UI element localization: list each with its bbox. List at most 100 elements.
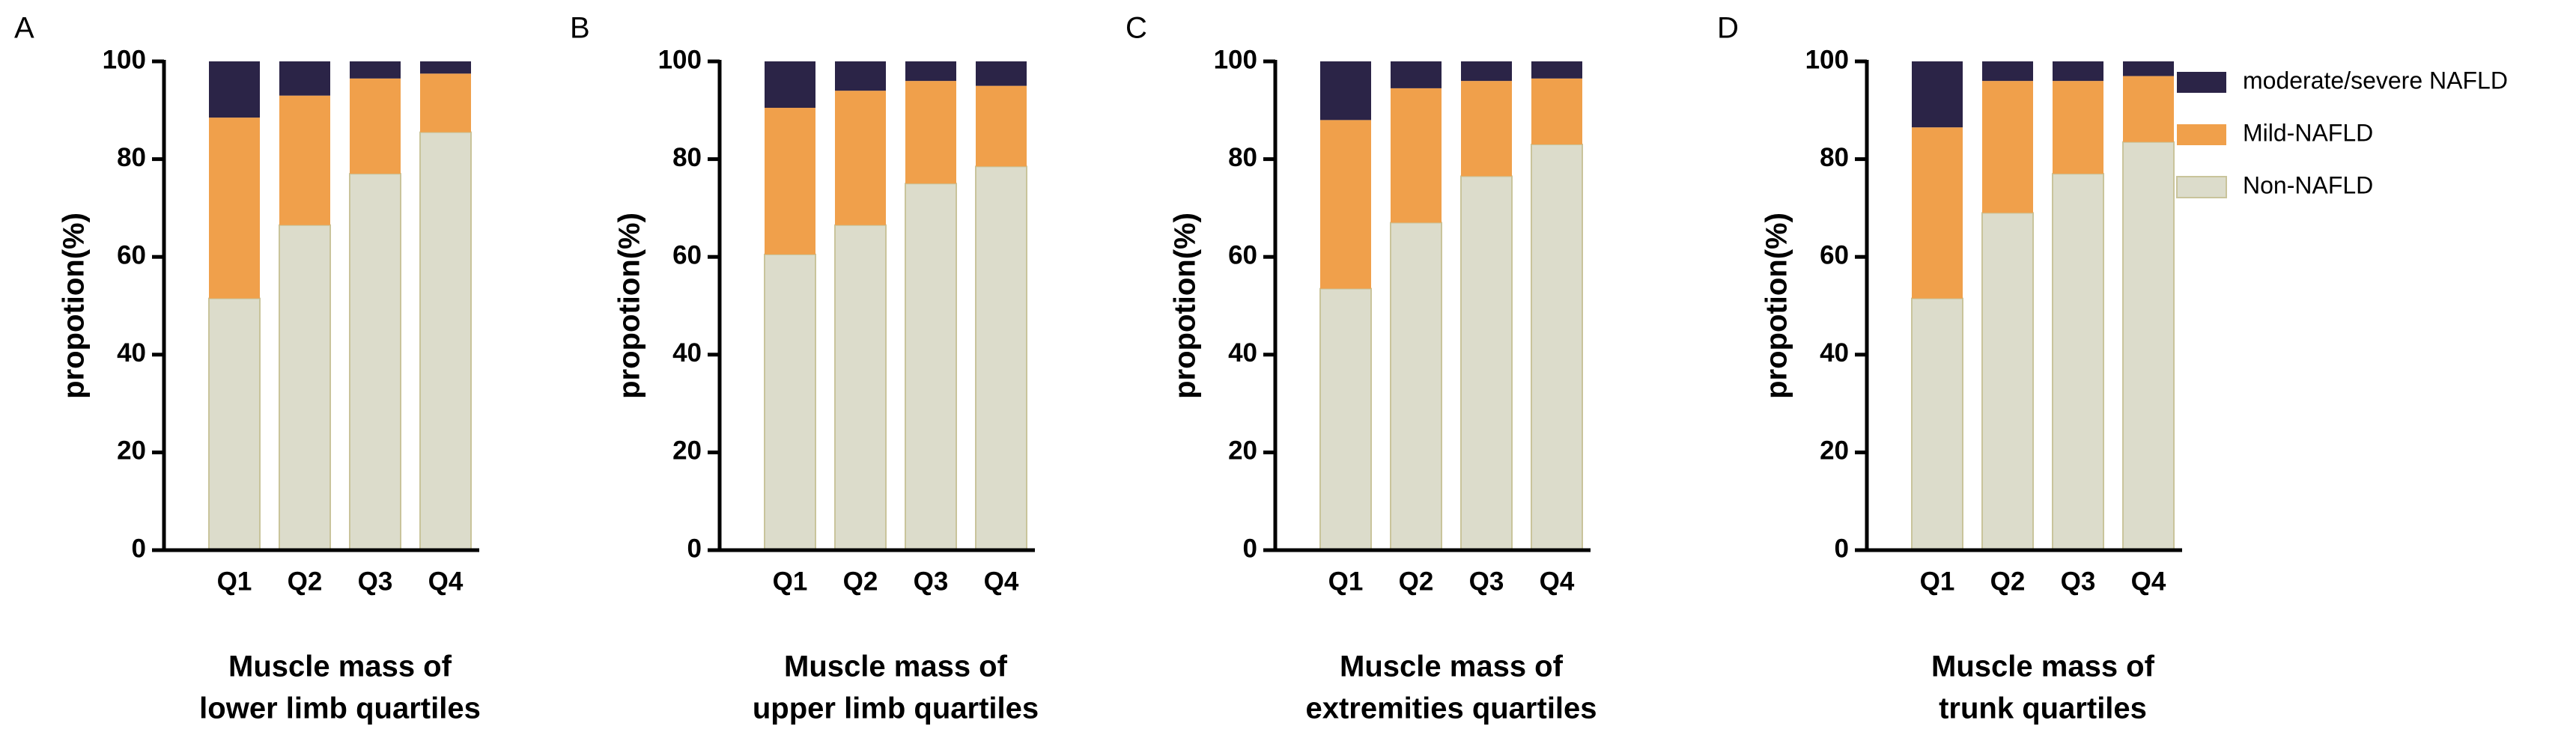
bar-segment	[1391, 61, 1442, 88]
panel-label: A	[14, 12, 34, 45]
x-axis-title: Muscle mass of	[1931, 650, 2155, 683]
y-tick-label: 0	[1243, 534, 1257, 563]
legend-swatch	[2177, 124, 2226, 145]
bar-segment	[976, 85, 1027, 167]
panel-label: C	[1126, 12, 1147, 45]
bar-segment	[1531, 61, 1582, 79]
x-axis-title: Muscle mass of	[784, 650, 1008, 683]
panel-label: D	[1717, 12, 1739, 45]
bar-segment	[349, 173, 401, 551]
bar-segment	[208, 297, 261, 551]
y-tick-label: 100	[658, 45, 702, 74]
bar-segment	[1461, 61, 1512, 82]
bar-segment	[905, 81, 956, 184]
y-tick-label: 20	[1820, 436, 1849, 466]
bar-segment	[2122, 141, 2175, 551]
x-tick-label: Q2	[1399, 567, 1434, 596]
y-axis-title: propotion(%)	[613, 213, 646, 399]
y-tick-label: 80	[1228, 143, 1257, 172]
y-axis-title: propotion(%)	[58, 213, 91, 399]
bar-segment	[835, 61, 886, 91]
bar-segment	[279, 95, 330, 225]
bar-segment	[1981, 212, 2034, 551]
bar-segment	[905, 183, 957, 551]
y-tick-label: 80	[117, 143, 146, 172]
x-tick-label: Q4	[428, 567, 464, 596]
bar-segment	[765, 61, 815, 109]
x-tick-label: Q1	[773, 567, 808, 596]
y-tick-label: 100	[1805, 45, 1849, 74]
x-tick-label: Q2	[843, 567, 878, 596]
x-tick-label: Q3	[2061, 567, 2096, 596]
bar-segment	[2052, 173, 2104, 551]
bar-segment	[1390, 222, 1442, 551]
x-axis-title: Muscle mass of	[228, 650, 452, 683]
y-tick-label: 100	[103, 45, 146, 74]
x-tick-label: Q4	[984, 567, 1019, 596]
y-axis-title: propotion(%)	[1169, 213, 1202, 399]
legend-label: Mild-NAFLD	[2243, 119, 2373, 146]
y-tick-label: 40	[117, 338, 146, 368]
legend-swatch	[2176, 176, 2227, 198]
bar-segment	[350, 61, 401, 79]
bar-segment	[2053, 61, 2103, 82]
bar-segment	[1531, 78, 1582, 145]
bar-segment	[420, 61, 471, 74]
bar-segment	[905, 61, 956, 82]
y-tick-label: 60	[1820, 240, 1849, 269]
bar-segment	[976, 61, 1027, 86]
bar-segment	[1912, 127, 1963, 299]
x-tick-label: Q2	[288, 567, 323, 596]
bar-segment	[2123, 61, 2174, 76]
bar-segment	[1982, 81, 2033, 213]
y-tick-label: 20	[117, 436, 146, 466]
x-axis-title: lower limb quartiles	[199, 692, 481, 725]
x-tick-label: Q1	[1920, 567, 1955, 596]
bar-segment	[1320, 120, 1371, 289]
x-tick-label: Q2	[1990, 567, 2026, 596]
x-tick-label: Q3	[914, 567, 949, 596]
bar-segment	[279, 61, 330, 96]
bar-segment	[1319, 287, 1372, 551]
y-axis-title: propotion(%)	[1761, 213, 1793, 399]
bar-segment	[1982, 61, 2033, 82]
x-tick-label: Q4	[2131, 567, 2166, 596]
y-tick-label: 20	[1228, 436, 1257, 466]
x-axis-title: extremities quartiles	[1305, 692, 1597, 725]
x-tick-label: Q1	[217, 567, 252, 596]
y-tick-label: 40	[672, 338, 702, 368]
bar-segment	[209, 61, 260, 118]
legend-swatch	[2177, 72, 2226, 93]
bar-segment	[209, 118, 260, 299]
panel-label: B	[570, 12, 590, 45]
bar-segment	[835, 91, 886, 225]
x-axis-title: trunk quartiles	[1939, 692, 2147, 725]
y-tick-label: 0	[687, 534, 702, 563]
bar-segment	[975, 165, 1027, 551]
y-tick-label: 60	[1228, 240, 1257, 269]
x-axis-title: Muscle mass of	[1340, 650, 1564, 683]
bar-segment	[279, 224, 331, 551]
y-tick-label: 80	[1820, 143, 1849, 172]
y-tick-label: 0	[1835, 534, 1849, 563]
bar-segment	[350, 78, 401, 174]
y-tick-label: 60	[672, 240, 702, 269]
x-axis-title: upper limb quartiles	[753, 692, 1039, 725]
bar-segment	[764, 253, 816, 551]
bar-segment	[2053, 81, 2103, 174]
y-tick-label: 40	[1228, 338, 1257, 368]
x-tick-label: Q1	[1328, 567, 1364, 596]
bar-segment	[419, 131, 472, 551]
bar-segment	[1912, 61, 1963, 128]
bar-segment	[765, 108, 815, 254]
bar-segment	[1391, 88, 1442, 223]
bar-segment	[1531, 144, 1583, 551]
y-tick-label: 20	[672, 436, 702, 466]
y-tick-label: 100	[1214, 45, 1257, 74]
y-tick-label: 40	[1820, 338, 1849, 368]
bar-segment	[420, 73, 471, 132]
bar-segment	[1461, 81, 1512, 177]
bar-segment	[1911, 297, 1963, 551]
bar-segment	[834, 224, 887, 551]
